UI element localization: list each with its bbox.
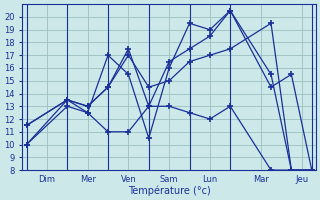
X-axis label: Température (°c): Température (°c) — [128, 185, 211, 196]
